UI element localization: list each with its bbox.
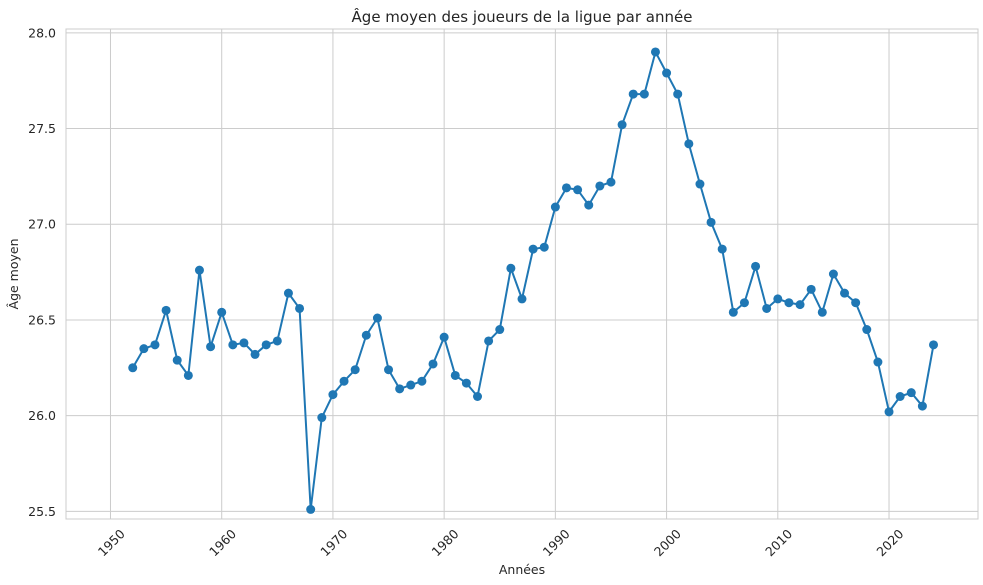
data-point [172, 355, 182, 365]
data-point [662, 68, 672, 78]
series-line [131, 50, 935, 511]
data-point [384, 365, 394, 375]
data-point [473, 392, 483, 401]
plot-frame [65, 28, 979, 520]
data-point [328, 390, 338, 400]
data-point [906, 388, 916, 398]
data-point [484, 336, 494, 346]
data-point [539, 242, 549, 252]
grid [66, 29, 978, 519]
data-point [372, 313, 382, 323]
x-tick-label: 1990 [540, 526, 573, 559]
data-point [183, 370, 193, 380]
y-tick-label: 25.5 [28, 504, 56, 519]
data-point [828, 269, 838, 279]
data-point [673, 89, 683, 99]
data-point [161, 305, 171, 315]
y-tick-label: 26.0 [28, 408, 56, 423]
data-point [150, 340, 160, 350]
data-point [762, 303, 772, 313]
data-point [628, 89, 638, 99]
data-point [495, 325, 505, 335]
data-point [517, 294, 527, 304]
x-tick-label: 2020 [873, 526, 906, 559]
data-point [261, 340, 271, 350]
data-point [773, 294, 783, 304]
data-point [706, 217, 716, 227]
y-axis-label: Âge moyen [6, 239, 21, 310]
data-point [561, 183, 571, 193]
data-point [506, 263, 516, 273]
data-point [528, 244, 538, 254]
data-point [250, 349, 260, 359]
data-point [217, 307, 227, 317]
data-point [917, 401, 927, 411]
data-point [684, 139, 694, 149]
chart-title: Âge moyen des joueurs de la ligue par an… [352, 7, 693, 26]
data-point [817, 307, 827, 317]
data-point [361, 330, 371, 340]
data-point [450, 370, 460, 380]
x-tick-label: 1950 [95, 526, 128, 559]
data-point [295, 303, 305, 313]
data-point [595, 181, 605, 191]
data-point [840, 288, 850, 298]
data-point [895, 392, 905, 401]
x-tick-label: 2000 [651, 526, 684, 559]
data-point [439, 332, 449, 342]
data-point [206, 342, 216, 352]
data-point [239, 338, 249, 348]
x-axis-label: Années [499, 562, 545, 577]
data-point [806, 284, 816, 294]
x-axis-ticks: 1950 1960 1970 1980 1990 2000 2010 2020 [95, 526, 907, 559]
x-tick-label: 1960 [206, 526, 239, 559]
data-point [717, 244, 727, 254]
data-point [283, 288, 293, 298]
data-point [194, 265, 204, 275]
y-tick-label: 26.5 [28, 312, 56, 327]
data-point [461, 378, 471, 388]
x-tick-label: 1980 [428, 526, 461, 559]
data-point [606, 177, 616, 187]
y-tick-label: 28.0 [28, 25, 56, 40]
data-point [884, 407, 894, 417]
data-point [639, 89, 649, 99]
data-point [728, 307, 738, 317]
data-point [550, 202, 560, 212]
data-point [317, 413, 327, 423]
y-tick-label: 27.0 [28, 217, 56, 232]
series-layer [128, 47, 939, 514]
data-point [851, 298, 861, 308]
data-point [228, 340, 238, 350]
y-axis-ticks: 25.5 26.0 26.5 27.0 27.5 28.0 [28, 25, 56, 519]
data-point [695, 179, 705, 189]
data-point [584, 200, 594, 210]
data-point [272, 336, 282, 346]
data-point [617, 120, 627, 130]
x-tick-label: 2010 [762, 526, 795, 559]
data-point [306, 504, 316, 514]
data-point [862, 325, 872, 335]
data-point [339, 376, 349, 386]
data-point [406, 380, 416, 390]
data-point [573, 185, 583, 195]
data-point [128, 363, 138, 373]
x-tick-label: 1970 [317, 526, 350, 559]
data-point [739, 298, 749, 308]
data-point [650, 47, 660, 57]
data-point [395, 384, 405, 394]
y-tick-label: 27.5 [28, 121, 56, 136]
data-point [428, 359, 438, 369]
data-point [350, 365, 360, 375]
data-point [139, 344, 149, 354]
data-point [784, 298, 794, 308]
data-point [751, 261, 761, 271]
data-point [929, 340, 939, 350]
data-point [417, 376, 427, 386]
data-point [795, 300, 805, 310]
data-point [873, 357, 883, 367]
